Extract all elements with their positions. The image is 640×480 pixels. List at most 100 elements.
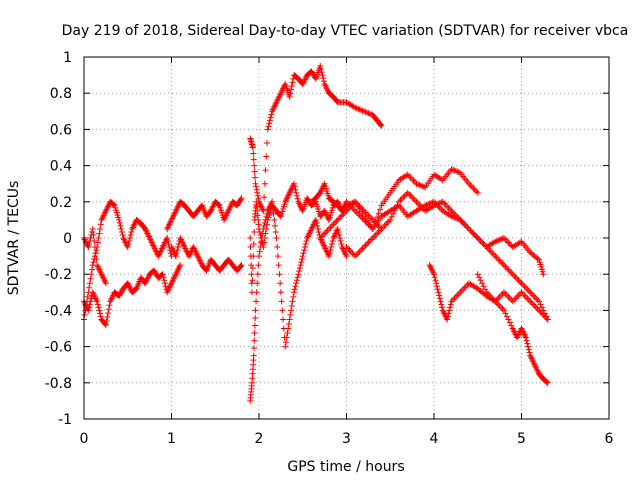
data-point <box>327 247 334 254</box>
data-point <box>476 274 483 281</box>
data-point <box>276 271 283 278</box>
data-point <box>247 235 254 241</box>
data-point <box>506 268 513 275</box>
data-point <box>439 304 446 311</box>
data-point <box>326 250 333 257</box>
data-point <box>300 250 307 257</box>
data-point <box>328 244 335 251</box>
data-point <box>323 228 330 235</box>
data-point <box>541 313 548 320</box>
data-point <box>293 189 300 196</box>
data-point <box>251 345 258 352</box>
data-point <box>543 314 550 321</box>
data-point <box>381 222 388 229</box>
data-point <box>467 182 474 189</box>
data-point <box>410 177 417 184</box>
data-point <box>413 180 420 187</box>
series-sat-i <box>308 180 547 278</box>
data-point <box>293 277 300 284</box>
data-point <box>538 304 545 311</box>
data-point <box>369 225 376 232</box>
data-point <box>451 167 458 174</box>
data-point <box>270 210 277 217</box>
data-point <box>374 214 381 221</box>
data-point <box>407 192 414 199</box>
data-point <box>522 293 529 300</box>
x-axis-label: GPS time / hours <box>287 459 404 475</box>
data-point <box>515 292 522 299</box>
data-point <box>527 298 534 305</box>
data-point <box>102 321 109 328</box>
data-point <box>490 251 497 258</box>
data-point <box>261 219 268 226</box>
data-point <box>436 295 443 302</box>
x-tick-label: 5 <box>517 431 526 447</box>
data-point <box>501 289 507 296</box>
data-point <box>523 337 530 344</box>
data-point <box>255 262 262 269</box>
data-point <box>90 231 97 238</box>
data-point <box>355 250 362 257</box>
data-point <box>502 290 509 297</box>
data-point <box>433 283 440 290</box>
data-point <box>474 235 481 241</box>
data-point <box>371 222 378 229</box>
data-point <box>537 301 544 308</box>
data-point <box>437 298 444 305</box>
data-point <box>277 289 284 296</box>
data-point <box>164 238 171 245</box>
data-point <box>118 228 125 235</box>
data-point <box>470 185 477 192</box>
data-point <box>406 173 413 180</box>
data-point <box>379 224 386 231</box>
data-point <box>319 72 326 79</box>
data-point <box>288 82 295 89</box>
data-point <box>94 239 101 246</box>
data-point <box>410 195 417 202</box>
data-point <box>296 265 303 272</box>
data-point <box>495 237 502 244</box>
data-point <box>249 277 256 284</box>
data-point <box>128 228 135 235</box>
data-point <box>496 302 503 309</box>
x-tick-label: 0 <box>80 431 89 447</box>
data-point <box>431 274 438 281</box>
series-sat-h <box>247 198 350 404</box>
data-point <box>446 307 453 314</box>
data-point <box>363 241 370 248</box>
data-point <box>318 69 325 76</box>
data-point <box>249 265 256 272</box>
data-point <box>93 256 100 263</box>
data-point <box>89 225 96 232</box>
data-point <box>366 213 373 220</box>
data-point <box>97 310 104 317</box>
data-point <box>526 349 533 356</box>
data-point <box>461 221 468 228</box>
data-point <box>521 283 528 290</box>
data-point <box>279 307 286 314</box>
data-point <box>521 292 528 299</box>
data-point <box>534 305 541 312</box>
data-point <box>328 222 335 229</box>
data-point <box>361 108 367 115</box>
data-point <box>87 298 94 305</box>
data-point <box>361 244 367 251</box>
data-point <box>458 287 465 294</box>
data-point <box>533 304 540 311</box>
data-point <box>505 239 512 246</box>
data-point <box>522 284 529 291</box>
data-point <box>444 313 451 320</box>
data-point <box>377 121 384 128</box>
data-point <box>252 180 259 187</box>
data-point <box>356 212 363 219</box>
data-point <box>238 262 245 269</box>
data-point <box>330 221 337 228</box>
series-sat-c <box>81 225 109 287</box>
data-point <box>474 271 481 278</box>
data-point <box>375 222 382 229</box>
data-point <box>434 286 441 293</box>
data-point <box>297 262 304 269</box>
data-point <box>159 271 166 278</box>
data-point <box>268 111 275 118</box>
